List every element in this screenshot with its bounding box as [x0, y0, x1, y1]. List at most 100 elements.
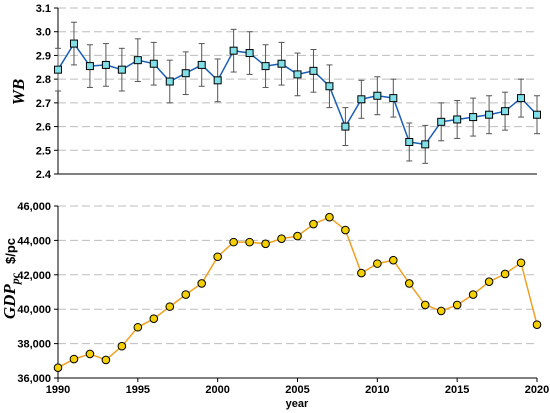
gdp-data-point: [277, 234, 286, 243]
wb-data-point: [117, 65, 126, 74]
wb-data-point: [293, 70, 302, 79]
gdp-data-point: [53, 363, 63, 372]
gdp-data-point: [389, 255, 398, 265]
gdp-x-tick-label: 1990: [46, 384, 70, 396]
wb-gridlines: [54, 7, 537, 175]
wb-y-tick-label: 3.0: [36, 27, 51, 39]
wb-data-point: [421, 140, 430, 149]
gdp-data-point: [101, 355, 111, 365]
gdp-data-point: [452, 300, 462, 310]
gdp-data-point: [85, 349, 95, 359]
wb-data-point: [149, 59, 158, 68]
gdp-data-point: [213, 252, 222, 262]
wb-y-tick-label: 2.5: [36, 145, 51, 157]
wb-data-point: [165, 77, 174, 86]
gdp-y-axis-title: GDPpc: [0, 272, 22, 319]
gdp-x-tick-label: 2000: [205, 384, 229, 396]
wb-data-point: [181, 69, 190, 78]
wb-data-point: [133, 56, 142, 65]
wb-data-point: [405, 137, 414, 146]
gdp-gridlines: [54, 205, 537, 379]
wb-data-point: [309, 66, 318, 75]
gdp-x-tick-label: 1995: [126, 384, 150, 396]
gdp-y-tick-label: 44,000: [17, 235, 51, 247]
wb-y-tick-label: 2.8: [36, 74, 51, 86]
gdp-x-tick-label: 2005: [285, 384, 309, 396]
wb-data-point: [373, 91, 382, 100]
wb-markers: [54, 39, 541, 149]
gdp-data-point: [341, 225, 350, 235]
gdp-data-point: [197, 279, 206, 288]
wb-data-point: [357, 95, 366, 104]
gdp-data-point: [229, 237, 238, 247]
gdp-data-point: [516, 258, 526, 268]
wb-data-point: [389, 94, 398, 103]
wb-data-point: [261, 62, 270, 71]
wb-y-tick-label: 2.9: [36, 50, 51, 62]
wb-y-axis-title: WB: [9, 79, 28, 105]
gdp-x-tick-labels: 1990 1995 2000 2005 2010 2015 2020: [46, 378, 549, 396]
gdp-markers: [53, 212, 542, 372]
gdp-data-point: [149, 314, 159, 323]
gdp-data-point: [181, 290, 191, 299]
wb-data-point: [213, 76, 222, 85]
wb-data-point: [469, 113, 478, 122]
wb-y-tick-label: 2.4: [36, 169, 52, 181]
wb-data-point: [229, 46, 238, 55]
gdp-y-tick-labels: 36,000 38,000 40,000 42,000 44,000 46,000: [17, 201, 51, 385]
gdp-x-tick-label: 2020: [525, 384, 549, 396]
gdp-y-unit-label: $/pc: [3, 238, 18, 264]
gdp-data-point: [261, 239, 270, 249]
gdp-data-point: [484, 277, 494, 286]
wb-data-point: [101, 60, 110, 69]
wb-panel: 2.4 2.5 2.6 2.7 2.8 2.9 3.0 3.1 WB: [9, 3, 541, 181]
gdp-data-point: [532, 320, 542, 329]
wb-data-point: [197, 60, 206, 69]
gdp-y-tick-label: 36,000: [17, 373, 51, 385]
gdp-data-point: [117, 341, 127, 351]
wb-data-point: [341, 122, 350, 131]
wb-data-point: [85, 62, 94, 71]
gdp-y-axis-title-sub: pc: [8, 272, 22, 285]
gdp-data-point: [245, 237, 254, 247]
gdp-data-point: [165, 302, 175, 311]
wb-data-point: [277, 59, 286, 68]
wb-data-point: [501, 107, 510, 116]
gdp-data-point: [69, 354, 79, 364]
wb-data-point: [517, 94, 526, 103]
gdp-data-point: [436, 306, 446, 316]
gdp-y-tick-label: 46,000: [17, 201, 51, 213]
wb-error-bars: [55, 21, 540, 164]
gdp-y-tick-label: 38,000: [17, 339, 51, 351]
gdp-data-point: [357, 268, 366, 278]
gdp-data-point: [420, 300, 430, 310]
gdp-data-point: [133, 322, 143, 332]
wb-y-tick-label: 2.7: [36, 98, 51, 110]
wb-y-tick-labels: 2.4 2.5 2.6 2.7 2.8 2.9 3.0 3.1: [36, 3, 52, 181]
wb-data-point: [54, 65, 62, 74]
gdp-panel: 36,000 38,000 40,000 42,000 44,000 46,000 199…: [0, 201, 549, 410]
gdp-y-tick-label: 42,000: [17, 270, 51, 282]
wb-data-point: [437, 117, 446, 126]
gdp-data-point: [325, 212, 334, 222]
wb-data-point: [485, 110, 494, 119]
wb-data-point: [69, 39, 78, 48]
wb-data-point: [533, 110, 541, 119]
gdp-data-point: [293, 231, 302, 241]
wb-data-point: [245, 49, 254, 58]
gdp-data-point: [309, 219, 318, 229]
gdp-y-tick-label: 40,000: [17, 304, 51, 316]
gdp-data-point: [468, 290, 478, 299]
gdp-x-tick-label: 2015: [445, 384, 469, 396]
wb-y-tick-label: 2.6: [36, 122, 51, 134]
gdp-x-tick-label: 2010: [365, 384, 389, 396]
wb-data-point: [325, 82, 334, 91]
gdp-x-axis-title: year: [286, 398, 309, 410]
gdp-y-axis-title-main: GDP: [0, 284, 19, 320]
gdp-data-point: [500, 269, 510, 279]
gdp-data-point: [373, 259, 382, 268]
wb-data-point: [453, 115, 462, 124]
wb-y-tick-label: 3.1: [36, 3, 51, 15]
gdp-data-point: [404, 279, 414, 288]
